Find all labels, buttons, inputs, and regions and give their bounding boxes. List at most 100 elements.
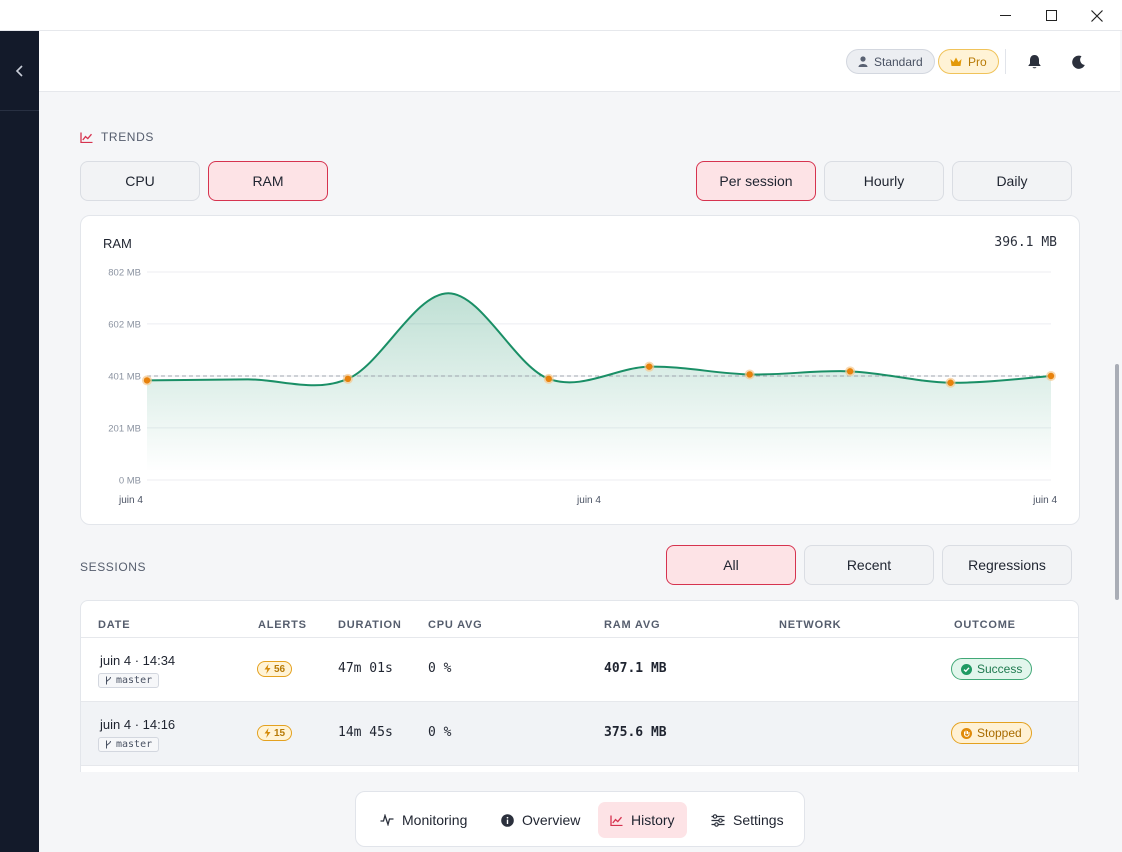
standard-label: Standard [874, 54, 923, 69]
chart-point[interactable] [143, 377, 151, 384]
sidebar [0, 31, 39, 852]
period-tab-daily-label: Daily [996, 173, 1028, 189]
y-tick-label: 802 MB [108, 268, 141, 279]
trends-section-label: TRENDS [80, 130, 154, 144]
period-tab-hourly-label: Hourly [863, 173, 905, 189]
chart-point[interactable] [545, 375, 552, 383]
row-cpu-avg: 0 % [428, 661, 452, 676]
alerts-badge[interactable]: 15 [257, 725, 293, 741]
y-tick-label: 401 MB [108, 372, 141, 383]
info-icon [501, 813, 514, 827]
chart-area-fill [147, 293, 1051, 472]
theme-toggle-button[interactable] [1065, 49, 1091, 75]
x-tick-label: juin 4 [576, 495, 601, 506]
row-date: juin 4 · 14:16 [100, 717, 176, 732]
git-branch-icon [106, 676, 111, 685]
nav-item-monitoring[interactable]: Monitoring [368, 802, 479, 838]
outcome-label: Stopped [977, 726, 1022, 740]
check-circle-icon [961, 663, 972, 675]
ram-chart: 802 MB 602 MB 401 MB 201 MB 0 MB juin 4 juin … [108, 268, 1057, 507]
bell-icon [1027, 55, 1041, 69]
minimize-button[interactable] [982, 0, 1028, 31]
outcome-badge-success: Success [951, 658, 1033, 680]
scrollbar-thumb[interactable] [1115, 364, 1119, 600]
row-date: juin 4 · 14:34 [100, 653, 176, 668]
bottom-navigation: Monitoring Overview History Settings [355, 791, 805, 847]
nav-item-history-label: History [631, 812, 675, 828]
branch-name: master [116, 739, 153, 750]
period-tab-hourly[interactable]: Hourly [824, 161, 944, 201]
alerts-count: 56 [274, 663, 286, 675]
trends-label-text: TRENDS [101, 130, 154, 144]
table-header-divider [81, 637, 1078, 638]
x-tick-label: juin 4 [1032, 495, 1057, 506]
metric-tab-cpu-label: CPU [125, 173, 155, 189]
notifications-button[interactable] [1021, 49, 1047, 75]
user-icon [858, 56, 868, 67]
maximize-button[interactable] [1028, 0, 1074, 31]
maximize-icon [1045, 10, 1057, 21]
row-duration: 47m 01s [338, 661, 393, 676]
sessions-filter-all[interactable]: All [666, 545, 796, 585]
content-scrollbar[interactable] [1114, 92, 1120, 772]
col-header-ram-avg: RAM AVG [604, 619, 661, 631]
sessions-filter-regressions-label: Regressions [968, 557, 1046, 573]
sliders-icon [711, 813, 725, 827]
chart-point[interactable] [344, 375, 352, 383]
chart-point[interactable] [746, 371, 753, 378]
pro-mode-chip[interactable]: Pro [938, 49, 999, 74]
col-header-outcome: OUTCOME [954, 619, 1016, 631]
col-header-date: DATE [98, 619, 131, 631]
col-header-alerts: ALERTS [258, 619, 307, 631]
nav-item-overview[interactable]: Overview [489, 802, 592, 838]
alerts-badge[interactable]: 56 [257, 661, 293, 677]
nav-item-monitoring-label: Monitoring [402, 812, 468, 828]
table-row[interactable]: juin 4 · 14:34 master 56 47m 01s 0 % 407… [81, 638, 1078, 702]
chart-point[interactable] [646, 363, 653, 370]
chart-point[interactable] [1047, 372, 1055, 380]
sessions-filter-recent-label: Recent [846, 557, 892, 573]
top-bar: Standard Pro [39, 31, 1120, 92]
hand-stop-icon [961, 727, 972, 739]
chart-point[interactable] [846, 368, 854, 375]
nav-item-settings-label: Settings [733, 812, 784, 828]
chart-point[interactable] [947, 379, 954, 386]
topbar-divider [1005, 49, 1006, 74]
sessions-filter-regressions[interactable]: Regressions [942, 545, 1072, 585]
chart-title: RAM [103, 236, 132, 251]
y-tick-label: 201 MB [108, 423, 141, 434]
period-tab-per-session-label: Per session [719, 173, 793, 189]
git-branch-icon [106, 740, 111, 749]
metric-tab-ram-label: RAM [252, 173, 284, 189]
nav-item-overview-label: Overview [522, 812, 581, 828]
close-icon [1091, 9, 1103, 22]
trend-chart-icon [80, 132, 93, 143]
col-header-cpu-avg: CPU AVG [428, 619, 483, 631]
branch-name: master [116, 675, 153, 686]
outcome-label: Success [977, 662, 1023, 676]
pulse-icon [380, 814, 394, 826]
period-tab-daily[interactable]: Daily [952, 161, 1072, 201]
y-tick-label: 602 MB [108, 319, 141, 330]
sessions-label-text: SESSIONS [80, 560, 147, 574]
pro-label: Pro [968, 54, 987, 69]
sessions-filter-all-label: All [723, 557, 739, 573]
metric-tab-ram[interactable]: RAM [208, 161, 328, 201]
row-cpu-avg: 0 % [428, 725, 452, 740]
lightning-icon [264, 728, 271, 738]
close-button[interactable] [1074, 0, 1120, 31]
metric-tab-cpu[interactable]: CPU [80, 161, 200, 201]
nav-item-history[interactable]: History [598, 802, 687, 838]
branch-tag: master [98, 673, 160, 688]
sidebar-collapse-button[interactable] [0, 31, 39, 111]
branch-tag: master [98, 737, 160, 752]
minimize-icon [999, 15, 1011, 16]
period-tab-per-session[interactable]: Per session [696, 161, 816, 201]
sessions-filter-recent[interactable]: Recent [804, 545, 934, 585]
nav-item-settings[interactable]: Settings [699, 802, 796, 838]
main-content[interactable]: TRENDS CPU RAM Per session Hourly Daily … [39, 92, 1114, 772]
standard-mode-chip[interactable]: Standard [846, 49, 935, 74]
table-row[interactable]: juin 4 · 14:16 master 15 14m 45s 0 % 375… [81, 702, 1078, 766]
chevron-left-icon [15, 64, 23, 77]
row-ram-avg: 375.6 MB [604, 725, 667, 740]
